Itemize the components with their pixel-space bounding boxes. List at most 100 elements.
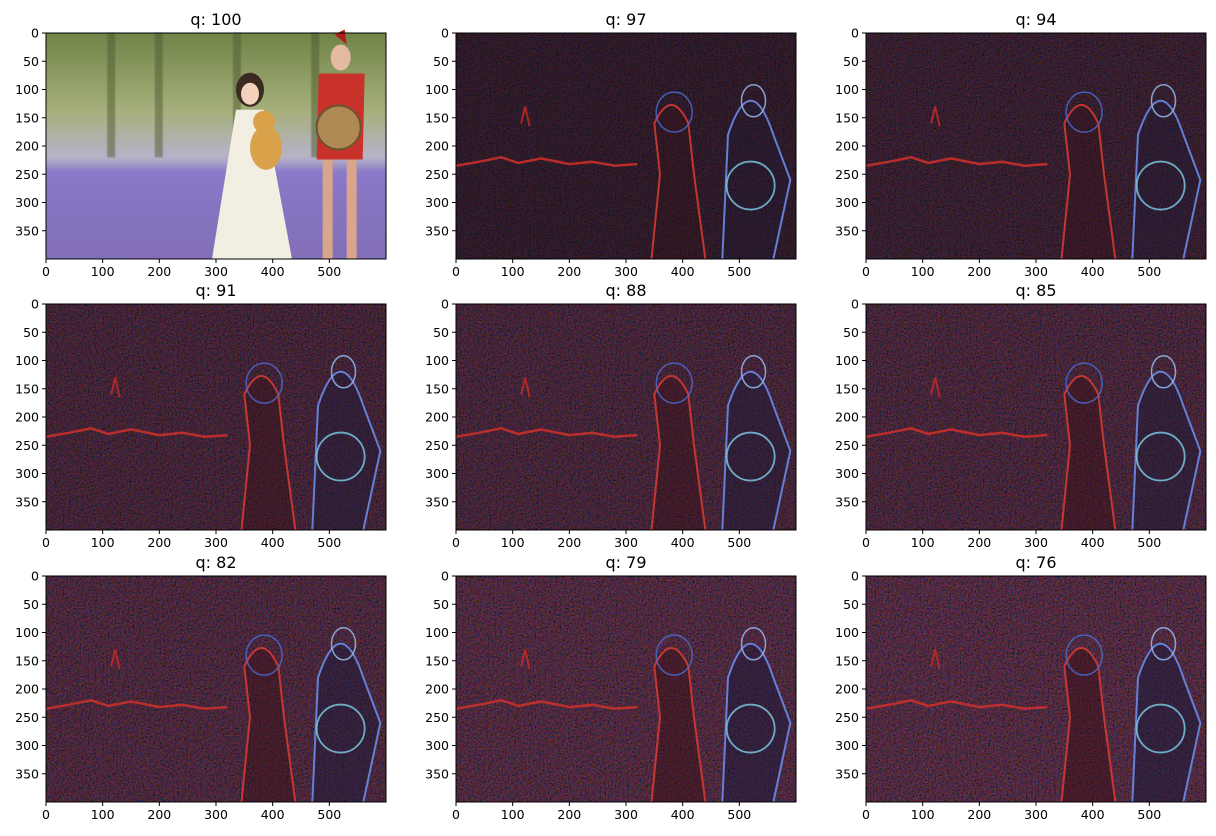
y-tick-label: 350 — [835, 494, 859, 509]
y-tick-label: 0 — [31, 297, 39, 312]
x-tick-label: 500 — [317, 535, 341, 550]
ela-girl-head — [655, 362, 693, 404]
subplot-9: q: 76 0 100 200 300 400 500 0 50 100 150 200 250 300 3… — [835, 553, 1207, 822]
y-tick-label: 300 — [425, 195, 449, 210]
ela-soldier-head — [740, 627, 767, 661]
x-tick-label: 300 — [614, 535, 638, 550]
tree-trunk — [311, 33, 320, 158]
y-tick-label: 200 — [835, 410, 859, 425]
subplot-title: q: 94 — [1016, 10, 1057, 29]
y-tick-label: 250 — [835, 710, 859, 725]
y-tick-label: 200 — [425, 410, 449, 425]
y-tick-label: 350 — [15, 494, 39, 509]
y-tick-label: 100 — [425, 625, 449, 640]
y-tick-label: 50 — [433, 54, 449, 69]
ela-shield-edge — [725, 160, 776, 211]
ela-soldier-outline — [1131, 100, 1202, 260]
x-tick-label: 400 — [1081, 264, 1105, 279]
x-tick-label: 100 — [501, 264, 525, 279]
ela-soldier-head — [1150, 627, 1177, 661]
y-tick-label: 100 — [15, 353, 39, 368]
ela-soldier-outline — [1131, 643, 1202, 803]
y-tick-label: 100 — [835, 82, 859, 97]
x-tick-label: 500 — [1137, 807, 1161, 822]
y-tick-label: 300 — [425, 466, 449, 481]
ela-soldier-head — [740, 355, 767, 389]
subplot-title: q: 85 — [1016, 281, 1057, 300]
ela-shield-edge — [315, 431, 366, 482]
y-tick-label: 0 — [851, 569, 859, 584]
y-tick-label: 250 — [425, 167, 449, 182]
ela-girl-head — [245, 362, 283, 404]
x-tick-label: 500 — [317, 807, 341, 822]
ela-girl-head — [655, 91, 693, 133]
ela-noise — [46, 304, 386, 530]
x-tick-label: 500 — [727, 807, 751, 822]
y-tick-label: 50 — [23, 597, 39, 612]
x-tick-label: 300 — [204, 535, 228, 550]
subplot-4: q: 91 0 100 200 300 400 500 0 50 100 150 200 250 300 3… — [15, 281, 387, 550]
ela-horizon-edge — [45, 427, 228, 439]
x-tick-label: 300 — [204, 807, 228, 822]
y-tick-label: 250 — [15, 438, 39, 453]
x-tick-label: 500 — [1137, 535, 1161, 550]
subplot-8: q: 79 0 100 200 300 400 500 0 50 100 150 200 250 300 3… — [425, 553, 797, 822]
subplot-5: q: 88 0 100 200 300 400 500 0 50 100 150 200 250 300 3… — [425, 281, 797, 550]
y-tick-label: 250 — [835, 438, 859, 453]
ela-horizon-edge — [455, 699, 638, 711]
x-tick-label: 100 — [91, 264, 115, 279]
x-tick-label: 200 — [147, 807, 171, 822]
x-tick-label: 300 — [1024, 807, 1048, 822]
subplot-3: q: 94 0 100 200 300 400 500 0 50 100 150 200 250 300 3… — [835, 10, 1207, 279]
y-tick-label: 350 — [15, 766, 39, 781]
subplot-title: q: 91 — [196, 281, 237, 300]
ela-soldier-outline — [721, 643, 792, 803]
x-tick-label: 400 — [671, 807, 695, 822]
ela-soldier-head — [740, 84, 767, 118]
y-tick-label: 0 — [441, 297, 449, 312]
ela-edge — [520, 377, 531, 398]
ela-horizon-edge — [45, 699, 228, 711]
y-tick-label: 0 — [851, 297, 859, 312]
x-tick-label: 400 — [261, 264, 285, 279]
ela-soldier-head — [330, 627, 357, 661]
ela-girl-head — [1065, 91, 1103, 133]
subplot-title: q: 100 — [190, 10, 241, 29]
y-tick-label: 100 — [15, 82, 39, 97]
x-tick-label: 0 — [452, 535, 460, 550]
subplot-title: q: 88 — [606, 281, 647, 300]
x-tick-label: 500 — [727, 264, 751, 279]
y-tick-label: 200 — [425, 139, 449, 154]
tree-trunk — [154, 33, 163, 158]
y-tick-label: 150 — [835, 653, 859, 668]
y-tick-label: 350 — [425, 223, 449, 238]
x-tick-label: 0 — [862, 807, 870, 822]
y-tick-label: 50 — [433, 325, 449, 340]
y-tick-label: 350 — [835, 766, 859, 781]
x-tick-label: 500 — [727, 535, 751, 550]
x-tick-label: 0 — [862, 535, 870, 550]
x-tick-label: 100 — [91, 807, 115, 822]
ela-edge — [520, 649, 531, 670]
y-tick-label: 200 — [15, 139, 39, 154]
x-tick-label: 100 — [501, 807, 525, 822]
y-tick-label: 300 — [835, 195, 859, 210]
ela-shield-edge — [315, 703, 366, 754]
ela-soldier-head — [1150, 84, 1177, 118]
y-tick-label: 250 — [425, 438, 449, 453]
y-tick-label: 100 — [835, 625, 859, 640]
x-tick-label: 200 — [147, 264, 171, 279]
subplot-7: q: 82 0 100 200 300 400 500 0 50 100 150 200 250 300 3… — [15, 553, 387, 822]
subplot-title: q: 82 — [196, 553, 237, 572]
ela-girl-head — [1065, 634, 1103, 676]
ela-horizon-edge — [455, 156, 638, 168]
y-tick-label: 150 — [15, 381, 39, 396]
y-tick-label: 0 — [441, 26, 449, 41]
x-tick-label: 400 — [1081, 807, 1105, 822]
ela-shield-edge — [1135, 431, 1186, 482]
ela-shield-edge — [725, 703, 776, 754]
x-tick-label: 200 — [147, 535, 171, 550]
y-tick-label: 300 — [15, 195, 39, 210]
y-tick-label: 350 — [835, 223, 859, 238]
